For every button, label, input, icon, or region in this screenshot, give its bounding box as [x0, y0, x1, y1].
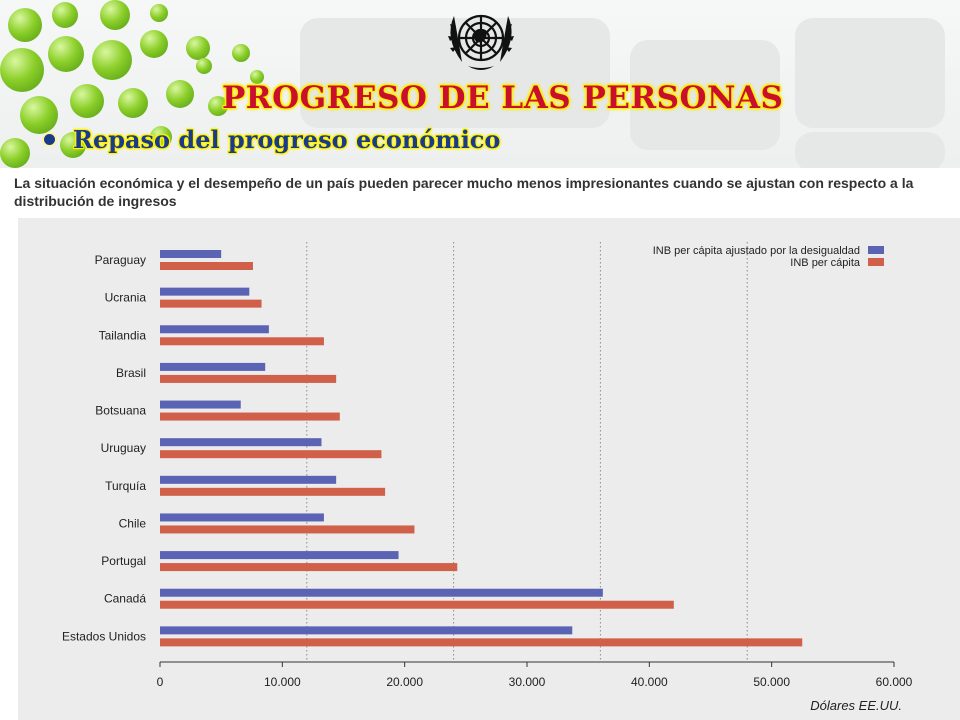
- green-bead: [140, 30, 168, 58]
- chart-heading: La situación económica y el desempeño de…: [14, 175, 914, 209]
- green-bead: [20, 96, 58, 134]
- legend-swatch: [868, 258, 884, 266]
- x-tick-label: 10.000: [264, 675, 301, 689]
- background-tile: [795, 132, 945, 168]
- bar-gni: [160, 374, 337, 383]
- bar-gni: [160, 337, 324, 346]
- un-emblem-icon: [448, 14, 514, 70]
- background-tile: [630, 40, 780, 150]
- legend-label: INB per cápita: [790, 257, 861, 269]
- category-label: Uruguay: [101, 441, 146, 455]
- x-tick-label: 30.000: [509, 675, 546, 689]
- bar-adjusted-gni: [160, 551, 399, 560]
- bar-gni: [160, 412, 340, 421]
- slide-subtitle: Repaso del progreso económico: [73, 125, 501, 154]
- green-bead: [232, 44, 250, 62]
- green-bead: [0, 138, 30, 168]
- bar-gni: [160, 563, 458, 572]
- bar-adjusted-gni: [160, 325, 269, 334]
- bar-gni: [160, 299, 262, 308]
- bar-gni: [160, 262, 253, 270]
- legend-label: INB per cápita ajustado por la desiguald…: [653, 245, 860, 257]
- x-tick-label: 60.000: [876, 675, 913, 689]
- green-bead: [118, 88, 148, 118]
- bar-adjusted-gni: [160, 588, 603, 597]
- category-label: Canadá: [104, 592, 146, 606]
- green-bead: [150, 4, 168, 22]
- green-bead: [250, 70, 264, 84]
- category-label: Paraguay: [95, 253, 146, 267]
- bar-gni: [160, 638, 803, 647]
- green-bead: [186, 36, 210, 60]
- green-bead: [0, 48, 44, 92]
- x-tick-label: 0: [157, 675, 164, 689]
- green-bead: [60, 132, 86, 158]
- bar-adjusted-gni: [160, 400, 241, 409]
- category-label: Chile: [119, 516, 147, 530]
- green-bead: [92, 40, 132, 80]
- x-tick-label: 40.000: [631, 675, 668, 689]
- category-label: Brasil: [116, 366, 146, 380]
- green-bead: [150, 126, 172, 148]
- bar-gni: [160, 525, 415, 534]
- bar-gni: [160, 450, 382, 459]
- category-label: Turquía: [105, 479, 146, 493]
- legend-swatch: [868, 246, 884, 254]
- bar-gni: [160, 600, 674, 609]
- category-label: Botsuana: [95, 404, 146, 418]
- bar-adjusted-gni: [160, 362, 266, 371]
- bar-adjusted-gni: [160, 287, 250, 296]
- bar-gni: [160, 487, 386, 496]
- green-bead: [208, 96, 228, 116]
- green-bead: [48, 36, 84, 72]
- bar-adjusted-gni: [160, 475, 337, 484]
- green-bead: [196, 58, 212, 74]
- category-label: Portugal: [101, 554, 146, 568]
- slide-header: PROGRESO DE LAS PERSONAS Repaso del prog…: [0, 0, 960, 168]
- bar-adjusted-gni: [160, 250, 222, 258]
- background-tile: [795, 18, 945, 128]
- category-label: Estados Unidos: [62, 629, 146, 643]
- x-tick-label: 50.000: [753, 675, 790, 689]
- bar-adjusted-gni: [160, 513, 324, 522]
- chart-panel: 0 10.000 20.000 30.000 40.000 50.000 60.000 Par…: [18, 218, 960, 720]
- category-label: Ucrania: [105, 291, 147, 305]
- bar-adjusted-gni: [160, 626, 573, 635]
- green-bead: [8, 8, 42, 42]
- bar-adjusted-gni: [160, 438, 322, 447]
- subtitle-row: Repaso del progreso económico: [44, 125, 500, 154]
- green-bead: [70, 84, 104, 118]
- bar-chart: 0 10.000 20.000 30.000 40.000 50.000 60.000 Par…: [62, 242, 913, 713]
- green-bead: [100, 0, 130, 30]
- green-bead: [52, 2, 78, 28]
- x-axis-unit-label: Dólares EE.UU.: [810, 698, 902, 713]
- x-tick-label: 20.000: [386, 675, 423, 689]
- category-label: Tailandia: [99, 328, 147, 342]
- slide-title: PROGRESO DE LAS PERSONAS: [222, 80, 784, 116]
- bullet-icon: [44, 134, 55, 146]
- green-bead: [166, 80, 194, 108]
